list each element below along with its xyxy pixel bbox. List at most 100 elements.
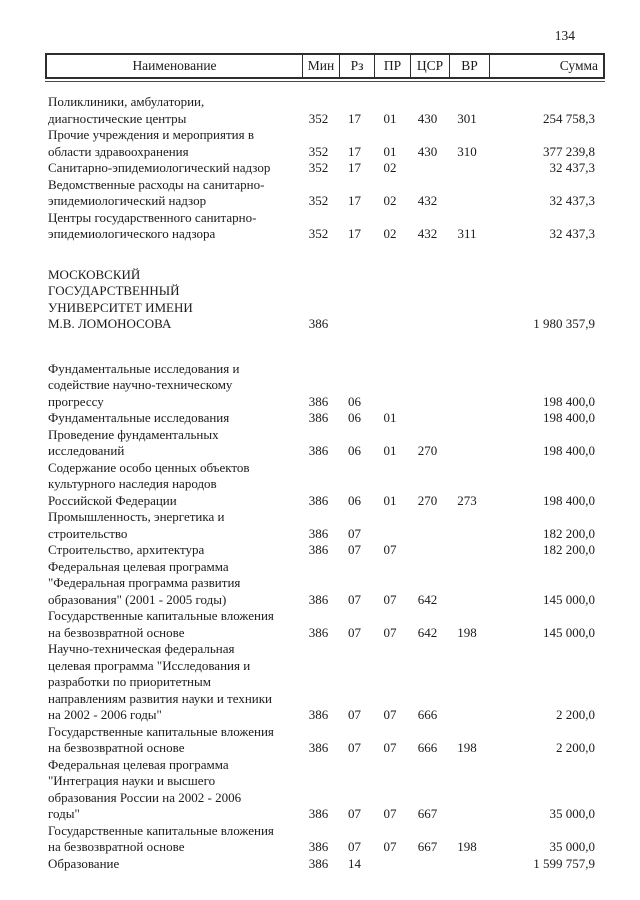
col-pr-value: 07 [383,839,397,854]
col-sum-value: 1 980 357,9 [533,316,595,331]
col-sum-value: 182 200,0 [543,542,595,557]
row-name: Образование [48,855,120,871]
col-pr-value: 07 [383,740,397,755]
col-min-value: 352 [308,193,329,208]
col-min-value: 386 [308,410,329,425]
col-min-value: 352 [308,143,329,159]
col-rz-value: 07 [348,839,361,854]
row-name: Государственные капитальные вложения на … [48,723,274,756]
table-row: МОСКОВСКИЙ ГОСУДАРСТВЕННЫЙ УНИВЕРСИТЕТ И… [45,267,605,333]
page-content: 134 Наименование Мин Рз ПР ЦСР ВР Сумма … [45,28,605,872]
col-min-value: 386 [308,443,329,458]
col-rz-value: 06 [348,410,361,425]
col-rz-value: 17 [348,143,361,159]
table-row: Строительство, архитектура 386 07 07 182 200… [45,542,605,559]
col-pr-value: 07 [383,624,397,640]
row-name: Центры государственного санитарно- эпиде… [48,209,257,242]
col-csr-value: 667 [417,806,438,821]
column-header-csr: ЦСР [410,55,449,77]
col-min-value: 386 [308,624,329,640]
table-row: Ведомственные расходы на санитарно- эпид… [45,177,605,210]
col-sum-value: 254 758,3 [543,110,595,126]
column-header-rz: Рз [339,55,374,77]
col-sum-value: 198 400,0 [543,492,595,508]
table-row: Государственные капитальные вложения на … [45,823,605,856]
col-sum-value: 32 437,3 [549,226,596,241]
column-header-vr: ВР [449,55,489,77]
col-pr-value: 02 [383,193,397,208]
col-sum-value: 32 437,3 [549,160,596,175]
page-number: 134 [554,28,575,43]
col-pr-value: 01 [383,492,397,508]
col-csr-value: 666 [417,740,438,755]
col-min-value: 386 [308,707,329,722]
table-row: Научно-техническая федеральная целевая п… [45,641,605,724]
col-min-value: 352 [308,226,329,241]
row-name: Государственные капитальные вложения на … [48,822,274,855]
col-vr-value: 311 [457,226,477,241]
column-header-min: Мин [302,55,339,77]
column-header-naimenovanie: Наименование [132,58,217,73]
col-rz-value: 17 [348,110,361,126]
table-row: Поликлиники, амбулатории, диагностически… [45,94,605,127]
col-rz-value: 07 [348,624,361,640]
col-rz-value: 06 [348,492,361,508]
col-sum-value: 2 200,0 [556,707,595,722]
col-min-value: 386 [308,393,329,409]
col-min-value: 386 [308,839,329,854]
col-rz-value: 17 [348,160,361,175]
column-header-summa: Сумма [489,55,603,77]
table-row: Образование 386 14 1 599 757,9 [45,856,605,873]
col-sum-value: 32 437,3 [549,193,596,208]
col-rz-value: 14 [348,855,361,871]
col-vr-value: 198 [457,624,477,640]
table-header-row: Наименование Мин Рз ПР ЦСР ВР Сумма [45,53,605,79]
col-sum-value: 145 000,0 [543,591,595,607]
col-rz-value: 17 [348,193,361,208]
col-pr-value: 02 [383,226,397,241]
col-csr-value: 430 [417,143,438,159]
col-min-value: 386 [308,492,329,508]
col-pr-value: 02 [383,160,397,175]
col-pr-value: 01 [383,143,397,159]
col-vr-value: 301 [457,110,477,126]
table-row: Проведение фундаментальных исследований 3… [45,427,605,460]
row-name: Строительство, архитектура [48,542,205,557]
row-name: Поликлиники, амбулатории, диагностически… [48,94,205,126]
col-rz-value: 07 [348,591,361,607]
col-pr-value: 07 [383,707,397,722]
col-min-value: 352 [308,160,329,175]
col-csr-value: 270 [417,492,438,508]
table-row: Содержание особо ценных объектов культур… [45,460,605,510]
col-csr-value: 430 [417,110,438,126]
col-sum-value: 1 599 757,9 [533,855,595,871]
col-sum-value: 198 400,0 [543,410,595,425]
col-rz-value: 06 [348,393,361,409]
col-sum-value: 145 000,0 [543,624,595,640]
table-row: Государственные капитальные вложения на … [45,724,605,757]
col-csr-value: 432 [417,226,438,241]
col-pr-value: 01 [383,410,397,425]
col-min-value: 386 [308,591,329,607]
col-rz-value: 07 [348,525,361,541]
table-row: Федеральная целевая программа "Интеграци… [45,757,605,823]
col-csr-value: 642 [417,624,438,640]
col-min-value: 386 [308,525,329,541]
row-name: Федеральная целевая программа "Федеральн… [48,558,241,607]
col-csr-value: 666 [417,707,438,722]
table-row: Санитарно-эпидемиологический надзор 352 17… [45,160,605,177]
col-csr-value: 270 [417,443,438,458]
table-row: Федеральная целевая программа "Федеральн… [45,559,605,609]
col-rz-value: 07 [348,707,361,722]
col-min-value: 386 [308,855,329,871]
col-min-value: 386 [308,316,329,331]
col-rz-value: 07 [348,806,361,821]
col-sum-value: 198 400,0 [543,443,595,458]
col-vr-value: 310 [457,143,477,159]
row-name: Научно-техническая федеральная целевая п… [48,641,273,722]
table-row: Фундаментальные исследования 386 06 01 198 4… [45,410,605,427]
col-vr-value: 198 [457,740,477,755]
col-pr-value: 07 [383,806,397,821]
col-vr-value: 198 [457,839,477,854]
